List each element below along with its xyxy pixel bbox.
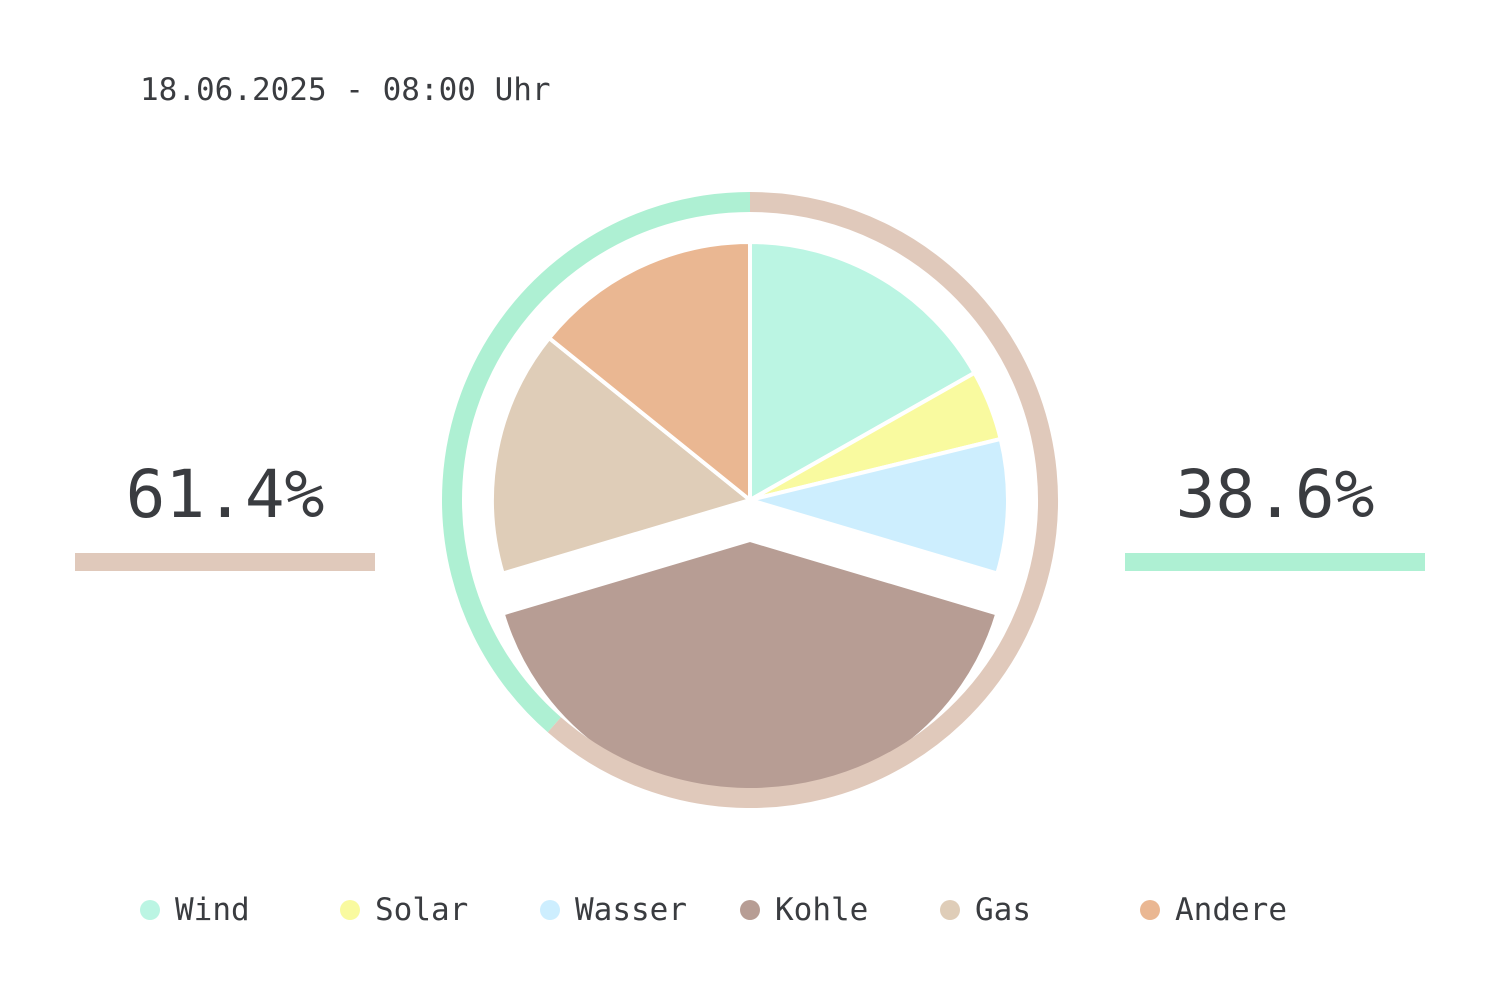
legend-item-andere: Andere bbox=[1140, 890, 1287, 930]
legend-item-kohle: Kohle bbox=[740, 890, 868, 930]
legend-swatch bbox=[340, 900, 360, 920]
legend-label: Wind bbox=[175, 892, 250, 928]
legend-swatch bbox=[940, 900, 960, 920]
legend-label: Wasser bbox=[575, 892, 687, 928]
legend-label: Solar bbox=[375, 892, 469, 928]
legend-item-wind: Wind bbox=[140, 890, 250, 930]
legend-label: Kohle bbox=[775, 892, 869, 928]
fossil-percentage: 61.4% bbox=[125, 456, 325, 533]
legend-item-solar: Solar bbox=[340, 890, 468, 930]
legend-swatch bbox=[140, 900, 160, 920]
renewable-percentage-bar bbox=[1125, 553, 1425, 571]
legend-item-gas: Gas bbox=[940, 890, 1031, 930]
outer-arc-segment-fossil bbox=[547, 192, 1058, 808]
legend-swatch bbox=[1140, 900, 1160, 920]
legend-label: Gas bbox=[975, 892, 1031, 928]
timestamp: 18.06.2025 - 08:00 Uhr bbox=[140, 72, 551, 108]
pie-slice-wasser bbox=[748, 436, 1010, 576]
renewable-percentage: 38.6% bbox=[1175, 456, 1375, 533]
legend-swatch bbox=[540, 900, 560, 920]
legend-swatch bbox=[740, 900, 760, 920]
pie-slice-gas bbox=[490, 336, 752, 576]
pie-slice-wind bbox=[748, 240, 977, 502]
legend-label: Andere bbox=[1175, 892, 1287, 928]
outer-arc-segment-renewable bbox=[442, 192, 751, 733]
pie-slice-kohle bbox=[500, 538, 1000, 801]
fossil-percentage-bar bbox=[75, 553, 375, 571]
pie-slice-andere bbox=[547, 240, 752, 502]
legend-item-wasser: Wasser bbox=[540, 890, 687, 930]
legend: Wind Solar Wasser Kohle Gas Andere bbox=[0, 890, 1500, 930]
